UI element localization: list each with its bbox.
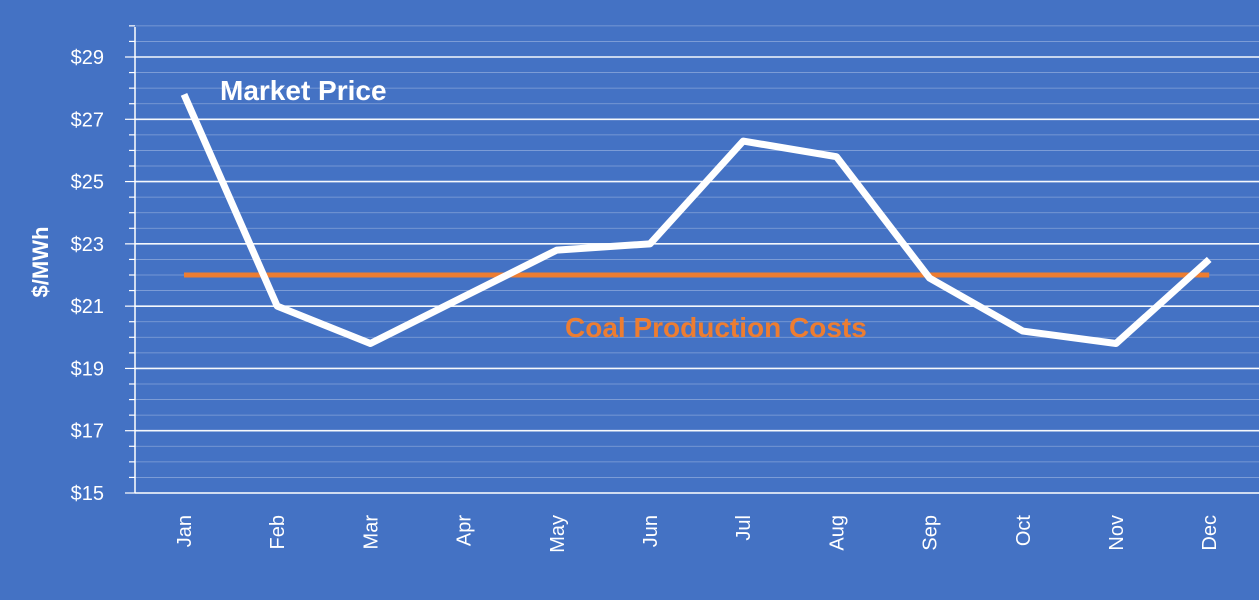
x-tick-label: Aug — [826, 515, 848, 551]
y-tick-label: $29 — [71, 47, 104, 69]
x-tick-label: Jan — [174, 515, 196, 547]
y-tick-label: $15 — [71, 483, 104, 505]
y-tick-labels: $15 $17 $19 $21 $23 $25 $27 $29 — [71, 47, 104, 505]
y-tick-label: $21 — [71, 296, 104, 318]
market-price-label: Market Price — [220, 75, 387, 106]
x-tick-label: Oct — [1013, 515, 1035, 547]
x-tick-label: Dec — [1199, 515, 1221, 551]
axes — [125, 25, 1259, 494]
x-tick-label: Nov — [1106, 515, 1128, 551]
x-tick-label: Sep — [920, 515, 942, 551]
series-lines — [180, 92, 1212, 348]
coal-production-costs-label: Coal Production Costs — [565, 312, 867, 343]
x-tick-label: Apr — [454, 515, 476, 546]
y-tick-label: $19 — [71, 358, 104, 380]
y-axis-label: $/MWh — [28, 227, 53, 298]
y-tick-label: $23 — [71, 234, 104, 256]
y-tick-label: $17 — [71, 421, 104, 443]
x-tick-label: Jun — [640, 515, 662, 547]
y-tick-label: $27 — [71, 109, 104, 131]
y-tick-label: $25 — [71, 172, 104, 194]
x-tick-labels: Jan Feb Mar Apr May Jun Jul Aug Sep Oct Nov Dec — [174, 515, 1221, 553]
market-price-line — [180, 92, 1212, 348]
x-tick-label: Jul — [733, 515, 755, 541]
x-tick-label: May — [547, 515, 569, 553]
x-tick-label: Mar — [360, 515, 382, 550]
x-tick-label: Feb — [267, 515, 289, 549]
